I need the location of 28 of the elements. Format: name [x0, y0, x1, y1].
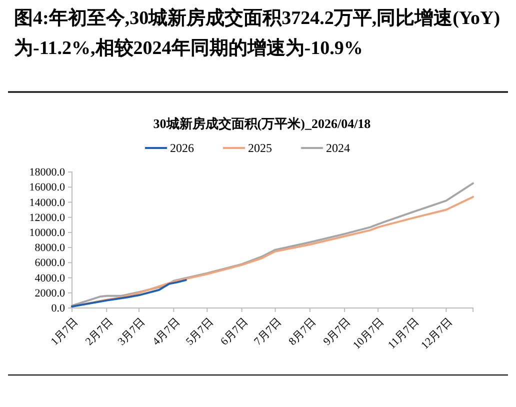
y-tick-label: 2000.0 [34, 287, 66, 300]
x-tick-label: 8月7日 [286, 316, 319, 348]
x-tick-label: 10月7日 [350, 316, 387, 352]
y-tick-label: 0.0 [51, 302, 66, 315]
y-tick-label: 16000.0 [29, 182, 66, 194]
x-tick-label: 7月7日 [252, 316, 284, 348]
x-tick-label: 11月7日 [386, 316, 422, 352]
legend-label: 2025 [248, 141, 272, 155]
y-tick-label: 18000.0 [29, 166, 66, 179]
legend-label: 2026 [170, 141, 194, 155]
x-tick-label: 3月7日 [116, 316, 148, 348]
x-tick-label: 2月7日 [83, 316, 116, 348]
x-tick-label: 12月7日 [419, 316, 455, 352]
x-tick-label: 1月7日 [48, 316, 81, 348]
chart-subtitle: 30城新房成交面积(万平米)_2026/04/18 [153, 116, 372, 131]
x-tick-label: 6月7日 [218, 316, 250, 348]
x-tick-label: 4月7日 [150, 316, 182, 348]
x-tick-label: 5月7日 [184, 316, 216, 348]
y-tick-label: 10000.0 [29, 226, 66, 239]
line-series [71, 279, 187, 308]
y-tick-label: 12000.0 [29, 212, 66, 224]
y-tick-label: 14000.0 [29, 196, 66, 209]
y-tick-label: 6000.0 [34, 257, 66, 270]
x-tick-label: 9月7日 [321, 316, 354, 348]
legend-label: 2024 [326, 141, 350, 155]
y-tick-label: 8000.0 [34, 242, 66, 254]
y-tick-label: 4000.0 [34, 272, 66, 284]
chart-title: 图4:年初至今,30城新房成交面积3724.2万平,同比增速(YoY)为-11.2%,相较2024年同期的增速为-10.9% [14, 6, 502, 61]
